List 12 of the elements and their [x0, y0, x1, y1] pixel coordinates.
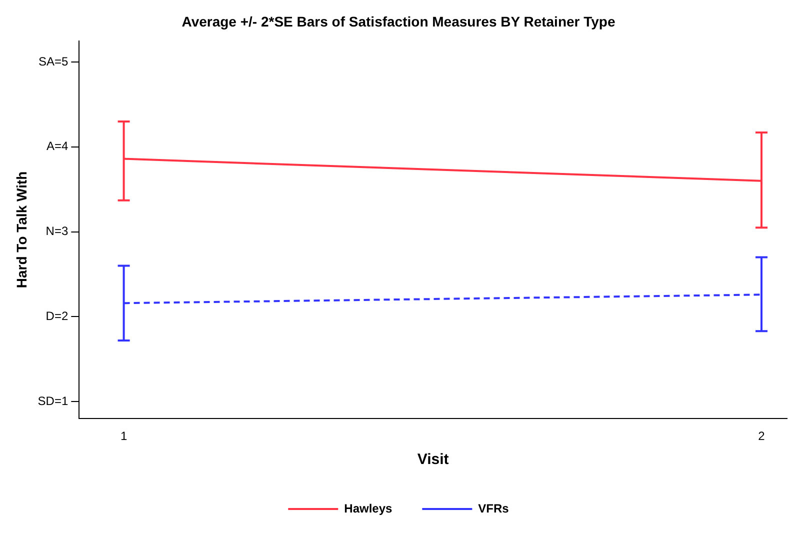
y-tick-label: SD=1 — [38, 394, 68, 408]
y-tick-label: N=3 — [46, 224, 68, 238]
x-tick-label: 2 — [758, 429, 766, 444]
legend-label: Hawleys — [344, 501, 393, 516]
y-tick-label: SA=5 — [38, 54, 68, 68]
x-tick-label: 1 — [120, 429, 128, 444]
legend-label: VFRs — [478, 501, 510, 516]
y-axis-title: Hard To Talk With — [13, 171, 30, 288]
x-axis-title: Visit — [417, 451, 449, 468]
y-tick-label: A=4 — [46, 139, 68, 154]
y-tick-label: D=2 — [46, 309, 68, 324]
chart-title: Average +/- 2*SE Bars of Satisfaction Measures BY Retainer Type — [182, 13, 616, 30]
